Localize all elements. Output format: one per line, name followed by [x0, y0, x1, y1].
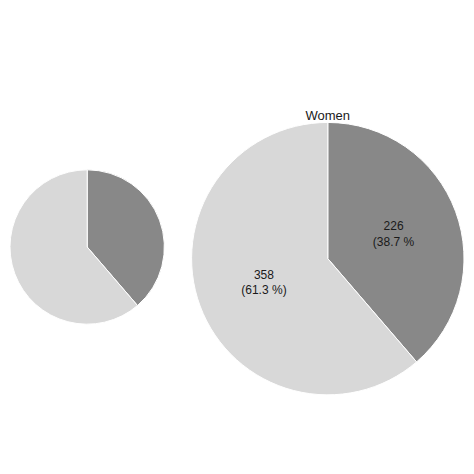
svg-text:Women: Women — [306, 108, 351, 123]
svg-text:226(38.7 %: 226(38.7 % — [373, 219, 415, 249]
svg-text:358(61.3 %): 358(61.3 %) — [241, 268, 286, 298]
